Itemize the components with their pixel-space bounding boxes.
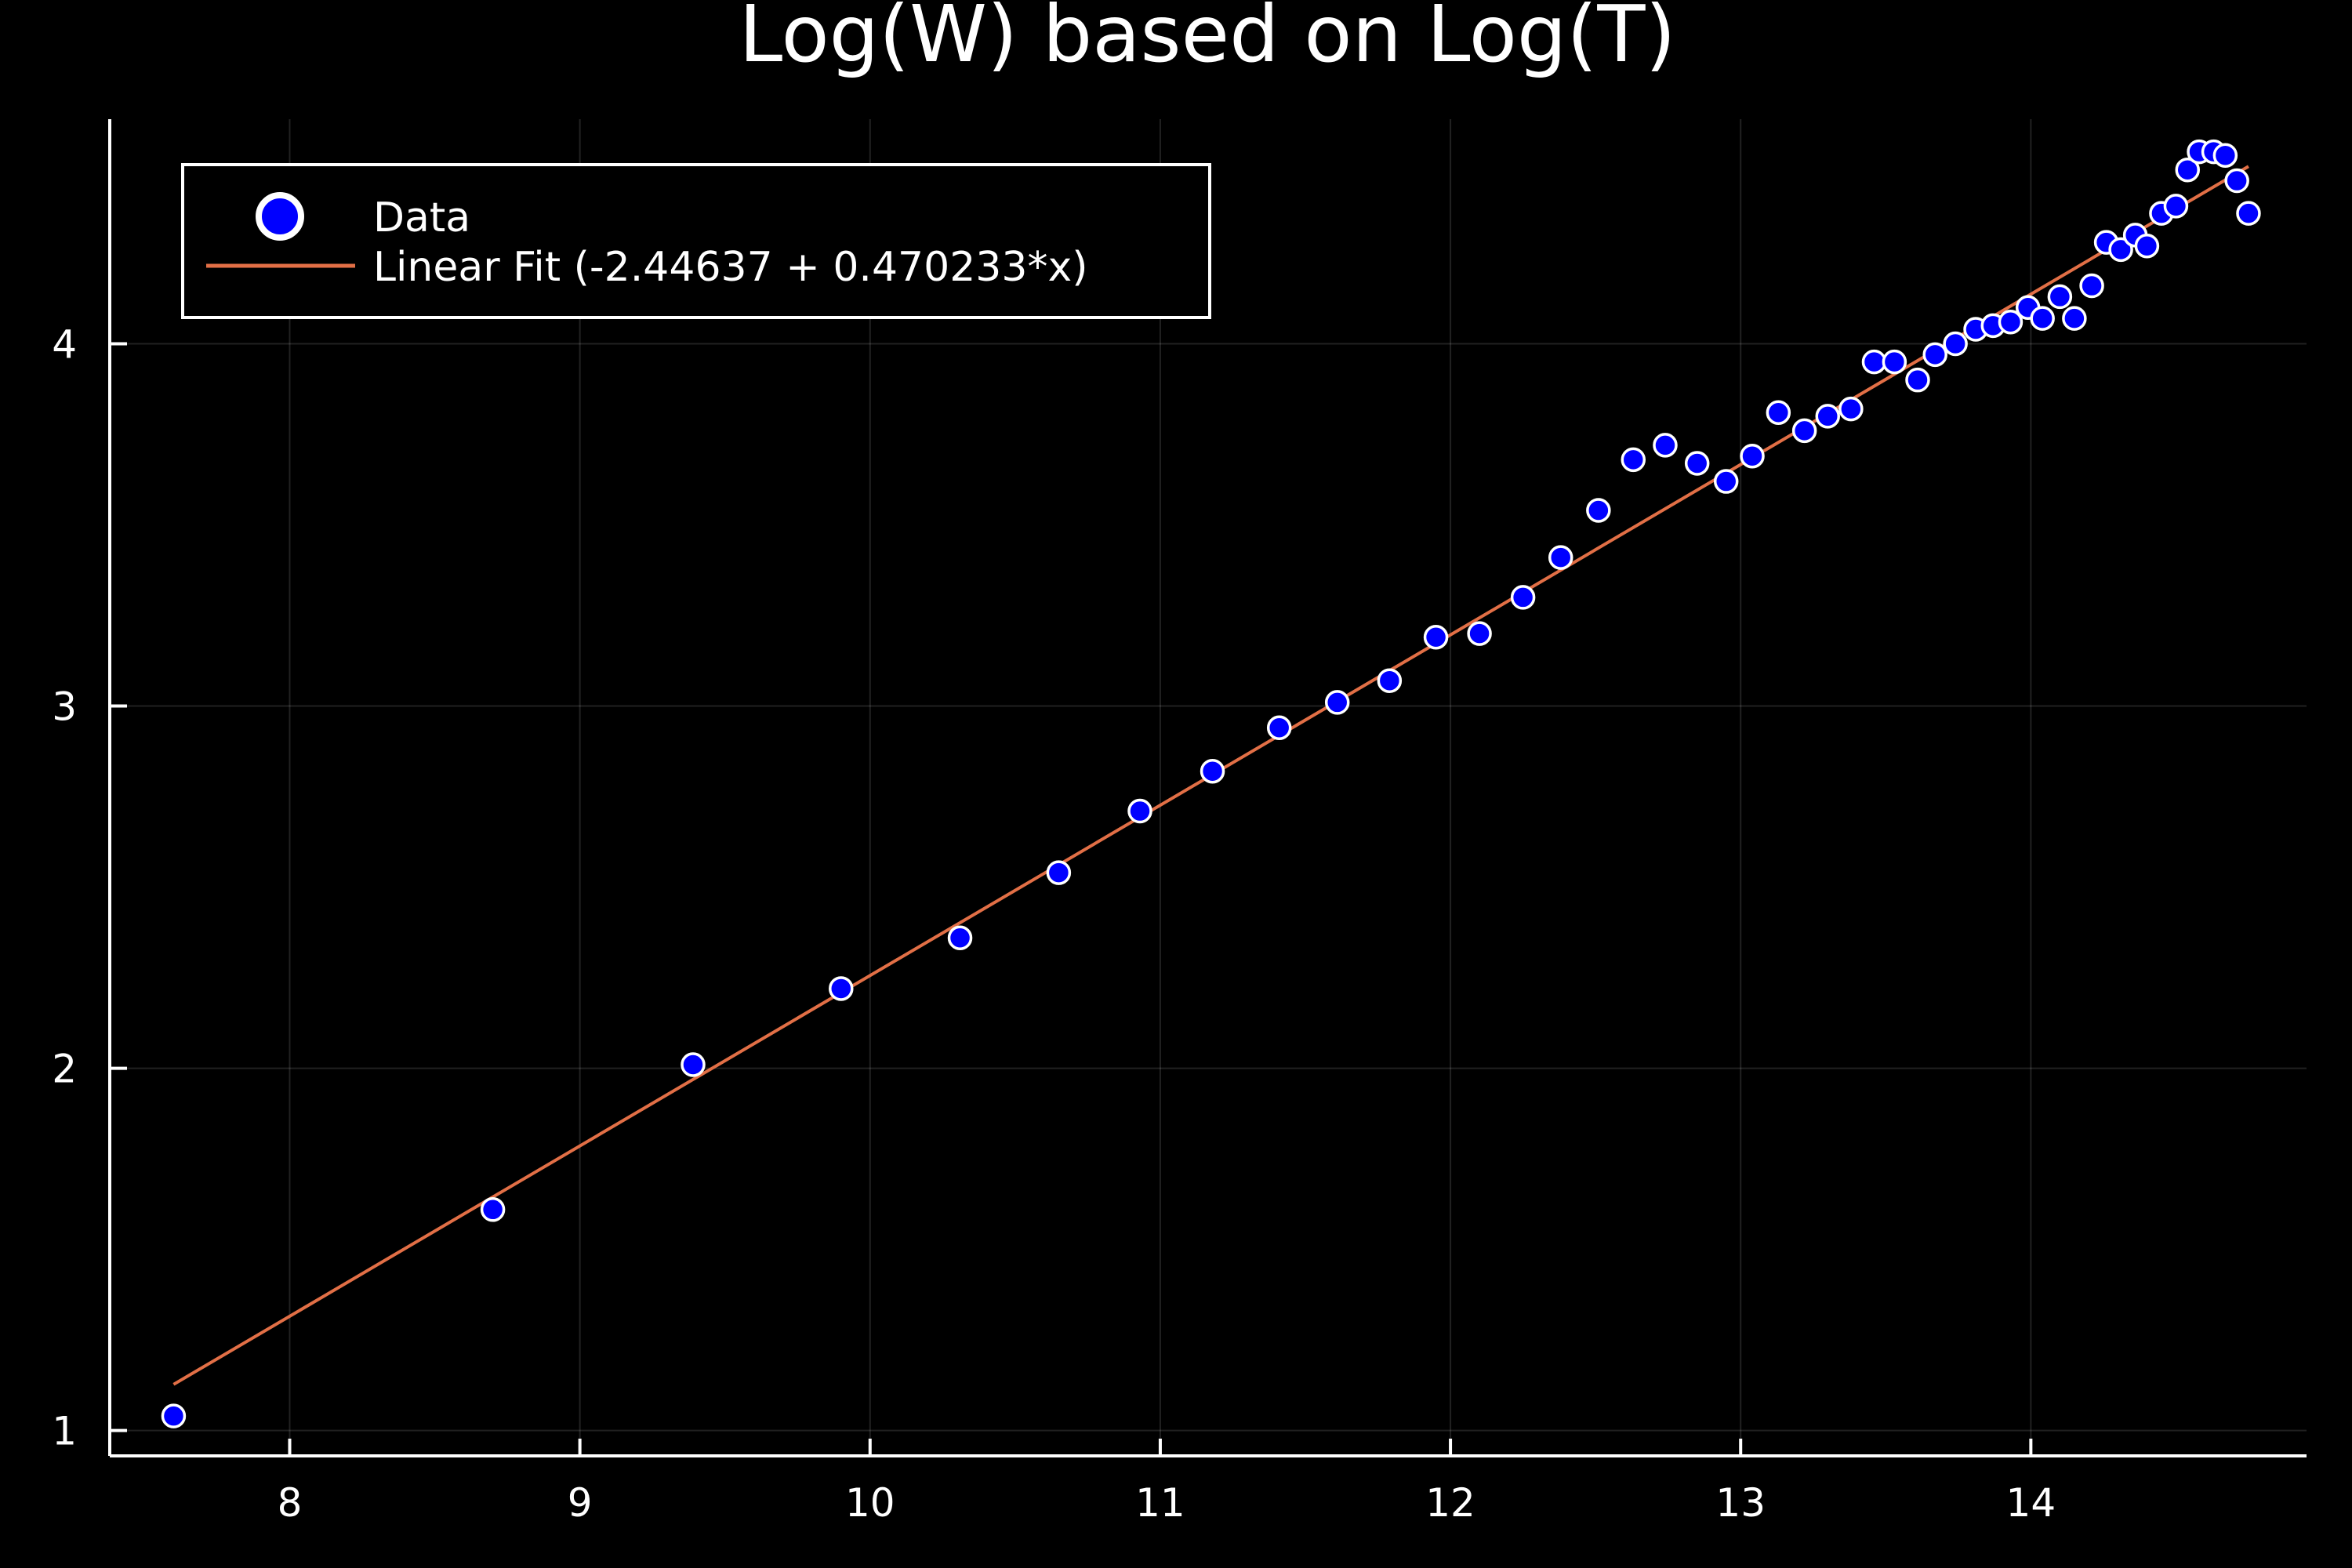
data-point <box>2030 306 2055 331</box>
data-point <box>1740 443 1765 469</box>
data-point <box>1791 418 1817 444</box>
data-point <box>681 1052 706 1077</box>
data-point <box>1548 545 1573 570</box>
data-point <box>2163 194 2189 219</box>
y-tick-label: 1 <box>52 1409 77 1454</box>
data-point <box>2047 284 2073 310</box>
x-tick-label: 10 <box>845 1480 895 1526</box>
x-tick-label: 12 <box>1425 1480 1475 1526</box>
data-point <box>161 1403 187 1428</box>
data-point <box>2134 233 2160 259</box>
legend-label-data: Data <box>373 194 470 241</box>
data-point <box>1905 367 1930 393</box>
y-tick-label: 3 <box>52 684 77 730</box>
x-tick-label: 9 <box>568 1480 593 1526</box>
data-point <box>1943 331 1968 357</box>
data-point <box>2212 143 2238 168</box>
data-point <box>2175 157 2200 183</box>
x-tick-label: 11 <box>1135 1480 1185 1526</box>
data-point <box>1423 624 1449 650</box>
data-point <box>1653 433 1678 458</box>
data-point <box>1046 860 1072 885</box>
data-point <box>1200 758 1225 784</box>
data-points-layer <box>161 139 2261 1428</box>
data-point <box>1838 396 1864 422</box>
x-tick-label: 13 <box>1715 1480 1766 1526</box>
data-point <box>1377 668 1403 693</box>
data-point <box>1713 469 1739 494</box>
data-point <box>829 976 854 1001</box>
data-point <box>1324 690 1350 715</box>
data-point <box>1586 498 1611 523</box>
data-point <box>2062 306 2087 331</box>
data-point <box>2236 201 2261 226</box>
data-point <box>1998 310 2024 335</box>
data-point <box>2079 273 2104 299</box>
x-tick-label: 8 <box>278 1480 303 1526</box>
x-tick-label: 14 <box>2006 1480 2056 1526</box>
y-tick-label: 2 <box>52 1047 77 1092</box>
data-point <box>1861 349 1887 375</box>
data-point <box>2108 237 2133 263</box>
legend-label-fit: Linear Fit (-2.44637 + 0.470233*x) <box>373 244 1088 291</box>
data-point <box>1266 715 1292 741</box>
data-point <box>2224 168 2249 194</box>
data-point <box>1882 349 1907 375</box>
data-point <box>480 1197 506 1222</box>
data-point <box>1922 342 1947 368</box>
data-point <box>947 925 973 951</box>
legend-marker-data <box>256 192 304 241</box>
data-point <box>1766 400 1791 426</box>
y-tick-label: 4 <box>52 321 77 367</box>
legend: Data Linear Fit (-2.44637 + 0.470233*x) <box>181 163 1211 319</box>
data-point <box>1621 447 1646 473</box>
data-point <box>1684 451 1710 476</box>
chart-title: Log(W) based on Log(T) <box>739 0 1675 80</box>
data-point <box>1510 585 1536 610</box>
data-point <box>1127 798 1152 824</box>
data-point <box>1467 621 1492 646</box>
grid <box>110 119 2307 1456</box>
legend-box <box>181 163 1211 319</box>
data-point <box>1815 404 1841 429</box>
